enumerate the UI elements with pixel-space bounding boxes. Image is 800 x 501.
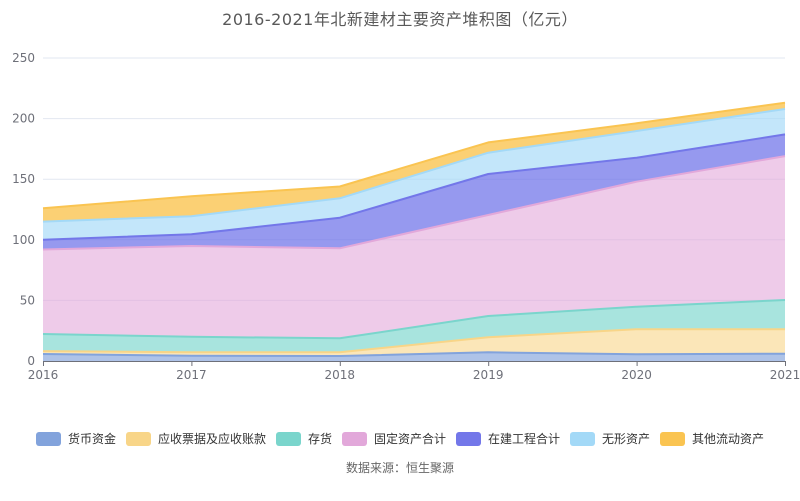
y-axis-label: 200 bbox=[12, 112, 35, 126]
y-axis-labels: 0 50 100 150 200 250 bbox=[12, 51, 35, 368]
line-series-0 bbox=[42, 351, 786, 357]
legend-label: 货币资金 bbox=[67, 432, 116, 446]
x-axis-label: 2021 bbox=[770, 368, 800, 382]
chart-title: 2016-2021年北新建材主要资产堆积图（亿元） bbox=[222, 10, 578, 29]
legend-swatch-icon bbox=[570, 431, 596, 446]
legend-item-monetary-funds[interactable]: 货币资金 bbox=[35, 430, 116, 447]
y-axis-label: 250 bbox=[12, 51, 35, 65]
legend: 货币资金 应收票据及应收账款 存货 固定资产合计 在建工程合计 无形资产 其他流… bbox=[0, 430, 800, 447]
x-axis-label: 2017 bbox=[176, 368, 207, 382]
legend-swatch-icon bbox=[275, 431, 301, 446]
legend-label: 存货 bbox=[307, 432, 332, 446]
y-axis-label: 150 bbox=[12, 172, 35, 186]
area-series-2 bbox=[43, 300, 785, 353]
area-series-6 bbox=[43, 102, 785, 222]
area-series-5 bbox=[43, 109, 785, 240]
legend-item-intangible-assets[interactable]: 无形资产 bbox=[570, 430, 650, 447]
stacked-area-chart: 2016 2017 2018 2019 2020 2021 0 50 100 150 200 250 bbox=[12, 51, 800, 382]
legend-swatch-icon bbox=[35, 431, 61, 446]
legend-item-construction-in-progress[interactable]: 在建工程合计 bbox=[456, 430, 560, 447]
legend-label: 在建工程合计 bbox=[488, 432, 561, 446]
area-series-3 bbox=[43, 156, 785, 339]
line-series-1 bbox=[42, 328, 785, 354]
line-series-6 bbox=[42, 101, 786, 210]
x-axis-label: 2019 bbox=[473, 368, 504, 382]
legend-item-other-current-assets[interactable]: 其他流动资产 bbox=[660, 430, 764, 447]
legend-item-inventory[interactable]: 存货 bbox=[275, 430, 332, 447]
legend-label: 固定资产合计 bbox=[373, 432, 446, 446]
legend-item-notes-accounts-receivable[interactable]: 应收票据及应收账款 bbox=[125, 430, 266, 447]
legend-label: 无形资产 bbox=[602, 432, 651, 446]
y-axis-label: 100 bbox=[12, 233, 35, 247]
area-series-1 bbox=[43, 329, 785, 356]
x-axis-label: 2020 bbox=[621, 368, 652, 382]
x-axis-label: 2016 bbox=[28, 368, 59, 382]
legend-swatch-icon bbox=[341, 431, 367, 446]
legend-swatch-icon bbox=[456, 431, 481, 446]
legend-swatch-icon bbox=[125, 431, 151, 446]
y-axis-label: 50 bbox=[20, 293, 35, 307]
legend-label: 其他流动资产 bbox=[692, 432, 765, 446]
x-axis: 2016 2017 2018 2019 2020 2021 bbox=[28, 361, 800, 382]
line-series-3 bbox=[42, 155, 786, 251]
series-lines bbox=[42, 101, 786, 357]
data-source: 数据来源：恒生聚源 bbox=[345, 461, 454, 475]
area-series bbox=[43, 102, 785, 361]
legend-swatch-icon bbox=[660, 431, 686, 446]
area-series-4 bbox=[43, 134, 785, 250]
line-series-2 bbox=[42, 299, 786, 340]
line-series-5 bbox=[42, 108, 786, 223]
legend-label: 应收票据及应收账款 bbox=[157, 432, 266, 446]
line-series-4 bbox=[42, 133, 786, 241]
y-axis-label: 0 bbox=[27, 354, 35, 368]
legend-item-fixed-assets[interactable]: 固定资产合计 bbox=[341, 430, 446, 447]
x-axis-label: 2018 bbox=[325, 368, 356, 382]
